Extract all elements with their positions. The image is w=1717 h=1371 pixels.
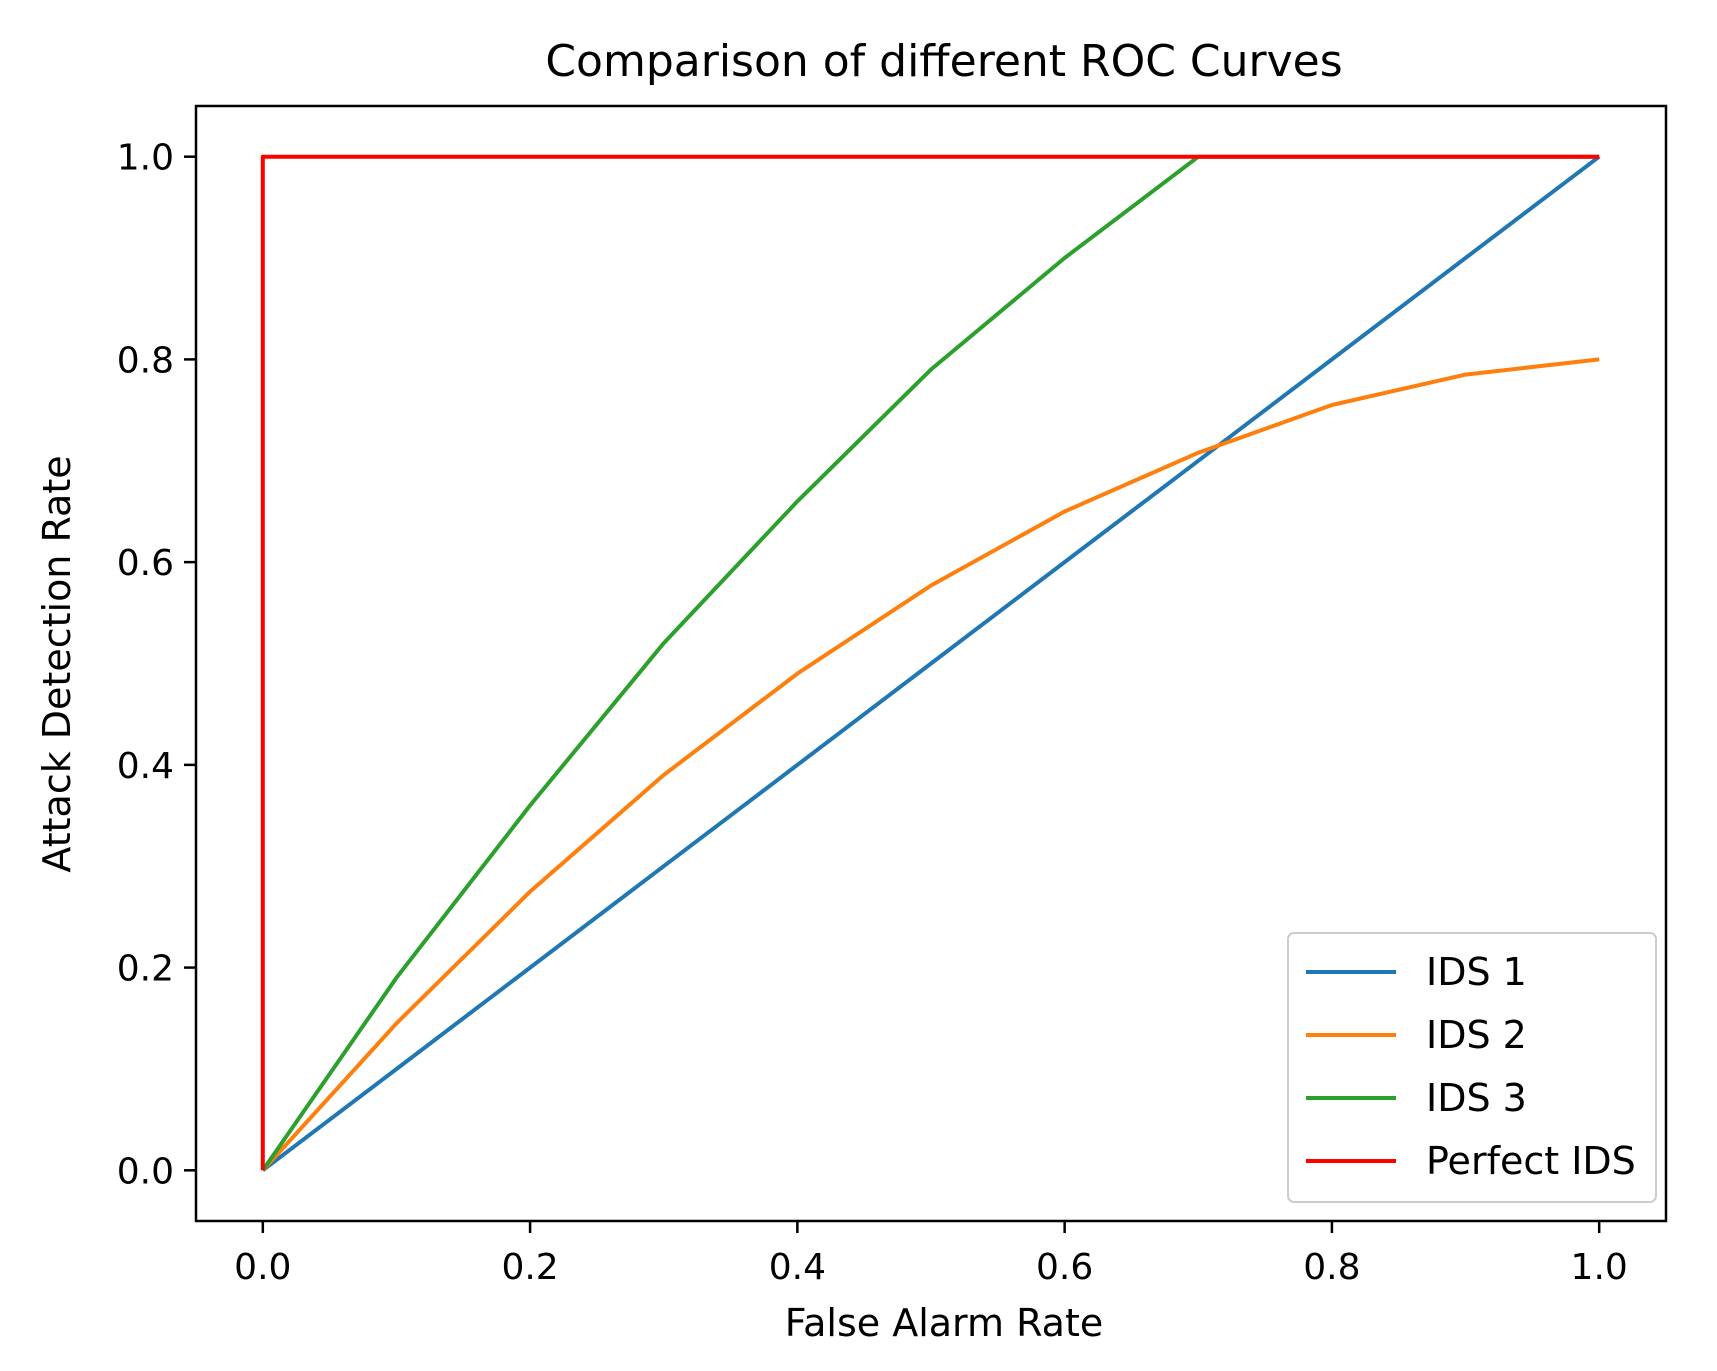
chart-title: Comparison of different ROC Curves — [545, 36, 1342, 87]
legend-label-ids-3: IDS 3 — [1426, 1076, 1527, 1120]
plot-frame — [194, 104, 1668, 1223]
x-axis-ticks: 0.0 0.2 0.4 0.6 0.8 1.0 — [234, 1221, 1628, 1288]
y-tick-label: 0.6 — [117, 543, 174, 584]
y-tick-label: 0.2 — [117, 949, 174, 990]
y-tick-label: 0.0 — [117, 1151, 174, 1192]
y-tick-label: 1.0 — [117, 138, 174, 179]
series-line-perfect-ids — [260, 154, 1600, 1171]
y-tick-label: 0.4 — [117, 746, 174, 787]
y-axis-label: Attack Detection Rate — [35, 455, 79, 872]
x-tick-label: 0.0 — [234, 1247, 291, 1288]
x-tick-label: 1.0 — [1571, 1247, 1628, 1288]
x-tick-label: 0.6 — [1036, 1247, 1093, 1288]
series-layer — [260, 154, 1601, 1172]
x-axis-label: False Alarm Rate — [785, 1301, 1104, 1345]
legend-label-ids-1: IDS 1 — [1426, 950, 1527, 994]
series-line-ids-1 — [261, 155, 1601, 1172]
x-tick-label: 0.2 — [501, 1247, 558, 1288]
series-line-ids-2 — [261, 357, 1600, 1172]
x-tick-label: 0.8 — [1303, 1247, 1360, 1288]
legend-label-ids-2: IDS 2 — [1426, 1013, 1527, 1057]
y-axis-ticks: 0.0 0.2 0.4 0.6 0.8 1.0 — [117, 138, 196, 1192]
legend-label-perfect-ids: Perfect IDS — [1426, 1139, 1636, 1183]
legend: IDS 1 IDS 2 IDS 3 Perfect IDS — [1287, 932, 1657, 1203]
legend-box — [1287, 932, 1657, 1203]
y-tick-label: 0.8 — [117, 340, 174, 381]
x-tick-label: 0.4 — [769, 1247, 826, 1288]
